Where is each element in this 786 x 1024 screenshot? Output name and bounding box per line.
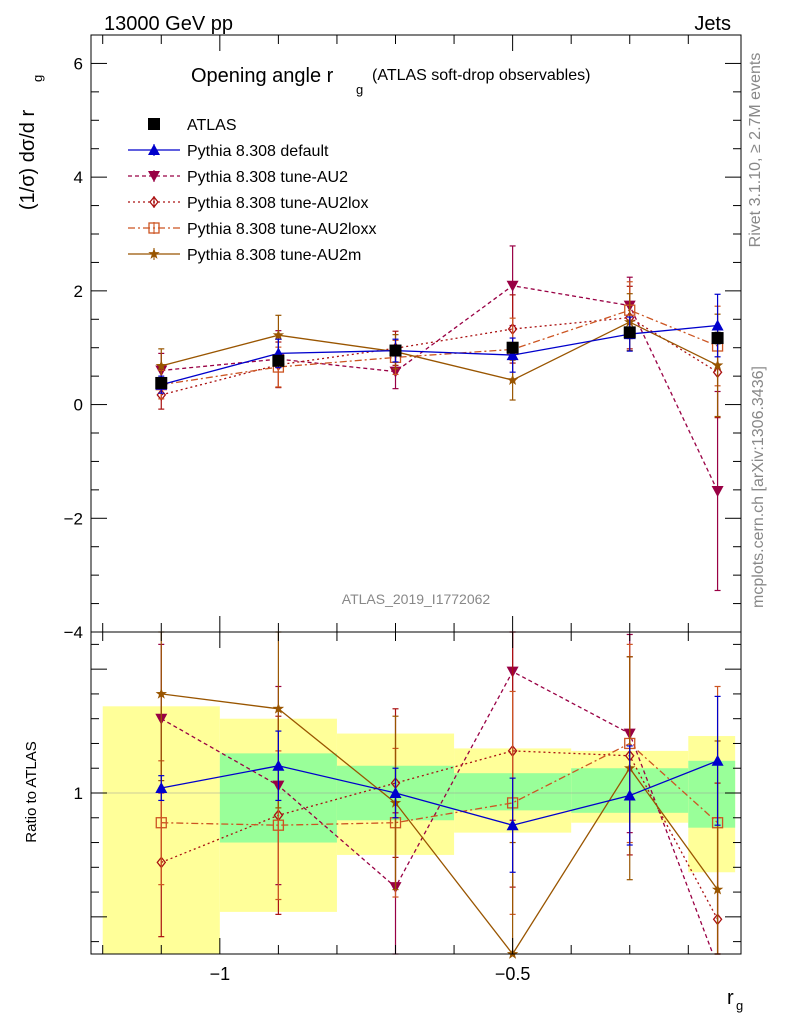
ratio-series-pythia-8-308-default: [155, 695, 724, 873]
data-point-pythia-8-308-default-3: [506, 349, 519, 361]
data-point-pythia-8-308-tune-au2m-3: [506, 374, 519, 385]
legend-marker: [148, 248, 160, 259]
legend-item-pythia-8-308-default: Pythia 8.308 default: [128, 143, 329, 160]
series-line-pythia-8-308-default: [161, 324, 718, 386]
ratio-line-pythia-8-308-tune-au2: [160, 670, 714, 954]
data-point-atlas-1: [272, 354, 285, 367]
series-pythia-8-308-default: [155, 293, 724, 394]
main-ytick-label: −4: [64, 623, 83, 642]
ratio-point-pythia-8-308-default-5: [711, 754, 724, 766]
main-ytick-label: 2: [74, 282, 83, 301]
series-pythia-8-308-tune-au2: [155, 245, 724, 592]
ratio-point-pythia-8-308-tune-au2m-1: [272, 702, 285, 714]
data-point-atlas-5: [711, 332, 724, 345]
ratio-panel: 1 −1 −0.5 Ratio to ATLAS r g: [23, 631, 743, 1013]
xtick-label: −1: [210, 964, 231, 984]
legend-label: Pythia 8.308 tune-AU2m: [187, 247, 361, 264]
ratio-point-pythia-8-308-tune-au2loxx-1: [272, 819, 285, 831]
legend-item-pythia-8-308-tune-au2: Pythia 8.308 tune-AU2: [128, 169, 348, 186]
data-point-atlas-2: [389, 344, 402, 357]
data-point-atlas-4: [623, 326, 636, 339]
ratio-line-pythia-8-308-tune-au2m: [161, 693, 719, 954]
ratio-ytick-label: 1: [74, 784, 83, 803]
series-pythia-8-308-tune-au2loxx: [155, 281, 724, 400]
series-line-pythia-8-308-tune-au2: [161, 285, 719, 492]
xtick-label: −0.5: [495, 964, 531, 984]
plot-title-suffix: (ATLAS soft-drop observables): [372, 67, 590, 84]
main-ylabel-sub: g: [30, 75, 45, 82]
ratio-point-pythia-8-308-tune-au2loxx-0: [155, 817, 167, 829]
series-atlas: [155, 326, 724, 389]
analysis-id: ATLAS_2019_I1772062: [342, 591, 491, 607]
data-point-pythia-8-308-tune-au2-3: [506, 280, 519, 292]
ratio-point-pythia-8-308-default-1: [272, 759, 285, 771]
data-point-pythia-8-308-default-5: [711, 319, 724, 331]
legend-marker: [148, 222, 160, 234]
rivet-label: Rivet 3.1.10, ≥ 2.7M events: [747, 53, 764, 248]
main-ytick-label: 4: [74, 168, 83, 187]
main-ylabel-group: (1/σ) dσ/d r g: [17, 75, 45, 210]
ratio-line-pythia-8-308-tune-au2lox: [161, 750, 719, 920]
data-point-atlas-3: [506, 341, 519, 354]
series-pythia-8-308-tune-au2m: [155, 293, 724, 418]
data-point-pythia-8-308-tune-au2m-0: [155, 359, 167, 371]
legend-item-pythia-8-308-tune-au2lox: Pythia 8.308 tune-AU2lox: [128, 195, 368, 212]
data-point-pythia-8-308-tune-au2m-5: [711, 359, 724, 371]
legend-marker: [148, 171, 160, 182]
main-ytick-label: 0: [74, 396, 83, 415]
main-panel: −4 −2 0 2 4 6 Opening angle r g (ATLAS soft-d…: [17, 34, 742, 642]
header-right: Jets: [694, 13, 731, 35]
series-line-pythia-8-308-tune-au2lox: [161, 316, 718, 396]
mcplots-label: mcplots.cern.ch [arXiv:1306.3436]: [750, 366, 767, 608]
legend-item-pythia-8-308-tune-au2loxx: Pythia 8.308 tune-AU2loxx: [128, 221, 376, 238]
main-ylabel: (1/σ) dσ/d r: [17, 110, 39, 211]
x-axis-label: r: [727, 987, 734, 1009]
legend: ATLAS Pythia 8.308 default Pythia 8.308 tu…: [128, 117, 376, 264]
legend-label: Pythia 8.308 tune-AU2lox: [187, 195, 368, 212]
ratio-point-pythia-8-308-default-3: [506, 819, 519, 831]
header-left: 13000 GeV pp: [104, 13, 233, 35]
ratio-point-pythia-8-308-default-2: [389, 787, 402, 798]
legend-marker: [148, 118, 160, 130]
legend-marker: [148, 144, 160, 155]
legend-marker: [149, 195, 159, 209]
ratio-point-pythia-8-308-default-4: [623, 789, 636, 801]
series-line-pythia-8-308-tune-au2m: [161, 321, 718, 381]
data-point-pythia-8-308-tune-au2m-1: [272, 329, 285, 341]
main-ytick-label: −2: [64, 509, 83, 528]
stat-uncertainty-band: [688, 760, 736, 828]
ratio-line-pythia-8-308-default: [161, 760, 718, 826]
legend-label: Pythia 8.308 tune-AU2: [187, 169, 348, 186]
plot-title: Opening angle r: [191, 65, 334, 87]
main-ytick-label: 6: [74, 54, 83, 73]
legend-item-pythia-8-308-tune-au2m: Pythia 8.308 tune-AU2m: [128, 247, 361, 264]
legend-label: Pythia 8.308 tune-AU2loxx: [187, 221, 376, 238]
data-point-pythia-8-308-tune-au2-5: [711, 486, 724, 497]
ratio-point-pythia-8-308-default-0: [155, 782, 168, 793]
legend-item-atlas: ATLAS: [148, 117, 237, 134]
ratio-ylabel: Ratio to ATLAS: [23, 741, 40, 842]
data-point-atlas-0: [155, 376, 168, 389]
ratio-point-pythia-8-308-tune-au2m-0: [155, 687, 167, 699]
plot-title-sub: g: [356, 82, 363, 97]
ratio-point-pythia-8-308-tune-au2m-5: [711, 883, 724, 895]
x-axis-label-sub: g: [736, 998, 743, 1013]
legend-label: Pythia 8.308 default: [187, 143, 329, 160]
legend-label: ATLAS: [187, 117, 237, 134]
